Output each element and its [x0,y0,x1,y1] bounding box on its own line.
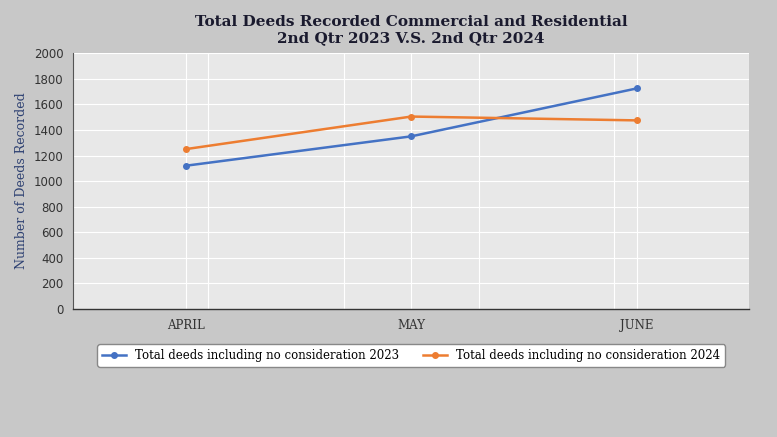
Title: Total Deeds Recorded Commercial and Residential
2nd Qtr 2023 V.S. 2nd Qtr 2024: Total Deeds Recorded Commercial and Resi… [195,15,628,45]
Total deeds including no consideration 2023 [181,163,190,168]
Line: Total deeds including no consideration 2024: Total deeds including no consideration 2… [183,114,639,152]
Y-axis label: Number of Deeds Recorded: Number of Deeds Recorded [15,93,28,270]
Total deeds including no consideration 2024 [181,146,190,152]
Line: Total deeds including no consideration 2023: Total deeds including no consideration 2… [183,86,639,169]
Legend: Total deeds including no consideration 2023, Total deeds including no considerat: Total deeds including no consideration 2… [97,344,725,367]
Total deeds including no consideration 2024 [406,114,416,119]
Total deeds including no consideration 2024 [632,118,641,123]
Total deeds including no consideration 2023 [406,134,416,139]
Total deeds including no consideration 2023 [632,86,641,91]
